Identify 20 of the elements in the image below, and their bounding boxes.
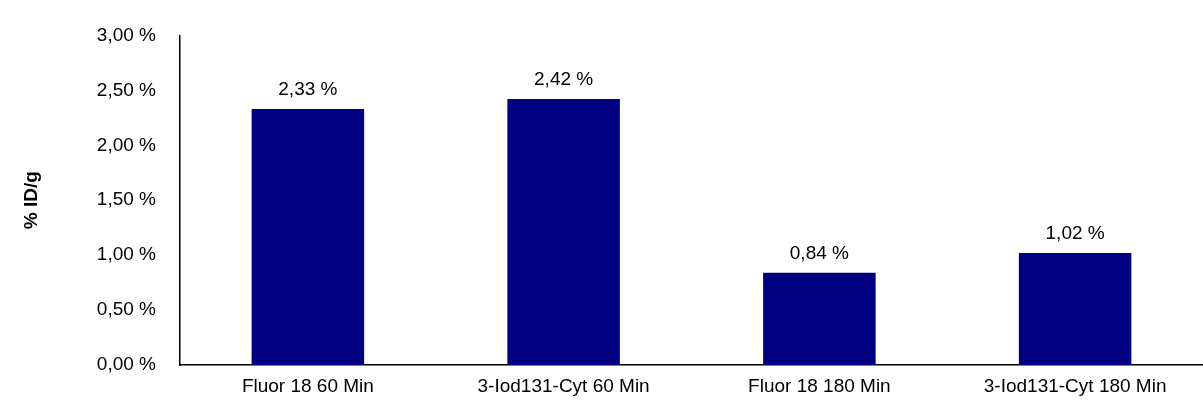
y-axis-title: % ID/g [19, 171, 41, 230]
bar [507, 99, 620, 365]
y-tick-label: 0,00 % [96, 353, 157, 375]
y-tick-label: 1,50 % [96, 188, 157, 210]
data-label: 1,02 % [1045, 221, 1105, 243]
y-tick-label: 0,50 % [96, 298, 157, 320]
bar [251, 109, 365, 365]
x-tick-label: Fluor 18 180 Min [748, 374, 891, 396]
y-tick-label: 3,00 % [96, 23, 157, 45]
data-label: 2,33 % [278, 78, 338, 100]
x-tick-label: 3-Iod131-Cyt 60 Min [477, 374, 650, 396]
bar [763, 272, 876, 365]
y-tick-label: 1,00 % [96, 243, 157, 265]
x-tick-label: Fluor 18 60 Min [241, 374, 374, 396]
y-tick-label: 2,50 % [96, 78, 157, 100]
data-label: 0,84 % [789, 241, 850, 263]
y-tick-label: 2,00 % [96, 133, 157, 155]
data-label: 2,42 % [534, 68, 594, 90]
bar [1018, 252, 1132, 365]
x-tick-label: 3-Iod131-Cyt 180 Min [983, 374, 1167, 396]
